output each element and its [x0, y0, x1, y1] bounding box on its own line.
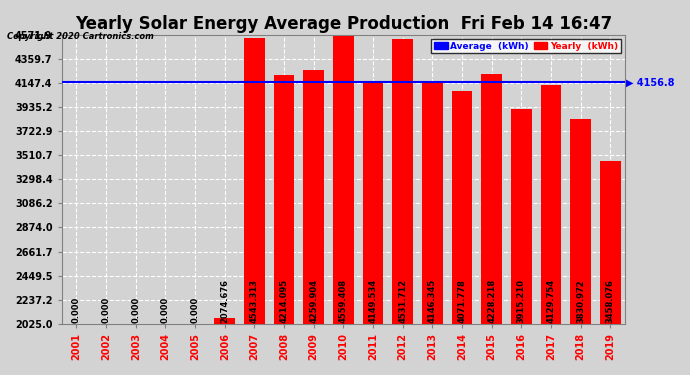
- Text: 4559.408: 4559.408: [339, 279, 348, 323]
- Text: 3830.972: 3830.972: [576, 279, 585, 323]
- Bar: [452, 92, 473, 324]
- Text: 0.000: 0.000: [190, 297, 199, 323]
- Bar: [274, 75, 295, 324]
- Bar: [570, 119, 591, 324]
- Text: 4146.345: 4146.345: [428, 279, 437, 323]
- Bar: [422, 83, 443, 324]
- Text: Copyright 2020 Cartronics.com: Copyright 2020 Cartronics.com: [7, 32, 154, 41]
- Text: 0.000: 0.000: [72, 297, 81, 323]
- Bar: [511, 109, 532, 324]
- Legend: Average  (kWh), Yearly  (kWh): Average (kWh), Yearly (kWh): [431, 39, 620, 54]
- Text: 4129.754: 4129.754: [546, 279, 555, 323]
- Text: 4149.534: 4149.534: [368, 279, 377, 323]
- Text: 2074.676: 2074.676: [220, 279, 229, 323]
- Bar: [363, 82, 384, 324]
- Text: 4214.095: 4214.095: [279, 279, 288, 323]
- Text: 0.000: 0.000: [101, 297, 110, 323]
- Text: 4071.778: 4071.778: [457, 279, 466, 323]
- Text: 4228.218: 4228.218: [487, 279, 496, 323]
- Bar: [215, 318, 235, 324]
- Bar: [304, 70, 324, 324]
- Text: 4259.904: 4259.904: [309, 279, 318, 323]
- Bar: [333, 36, 354, 324]
- Bar: [482, 74, 502, 324]
- Text: 3458.076: 3458.076: [606, 279, 615, 323]
- Title: Yearly Solar Energy Average Production  Fri Feb 14 16:47: Yearly Solar Energy Average Production F…: [75, 15, 612, 33]
- Text: 3915.210: 3915.210: [517, 279, 526, 323]
- Text: 0.000: 0.000: [161, 297, 170, 323]
- Bar: [600, 161, 621, 324]
- Text: 0.000: 0.000: [131, 297, 140, 323]
- Bar: [540, 85, 562, 324]
- Bar: [244, 38, 265, 324]
- Text: 4543.313: 4543.313: [250, 279, 259, 323]
- Text: 4531.712: 4531.712: [398, 279, 407, 323]
- Bar: [393, 39, 413, 324]
